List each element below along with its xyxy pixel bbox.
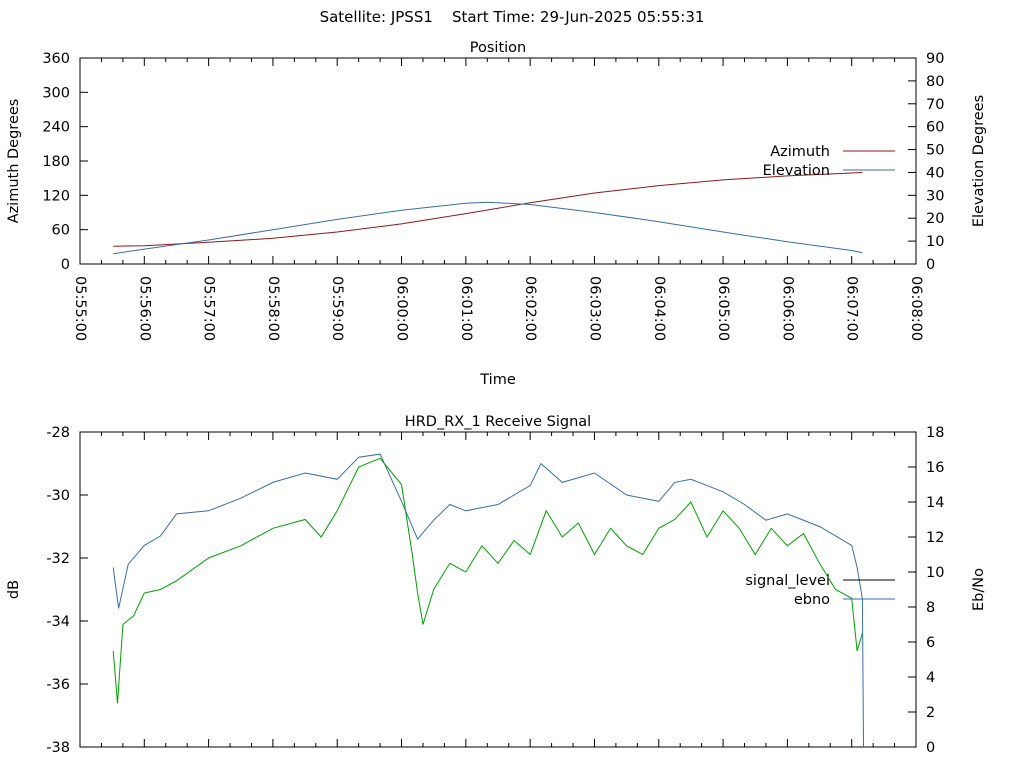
series-line-ebno [112,457,863,704]
y-tick-label: 360 [42,51,70,67]
y2-tick-label: 30 [926,188,944,204]
x-tick-label: 06:07:00 [844,276,860,341]
y2-tick-label: 40 [926,165,944,181]
y2-tick-label: 18 [926,425,944,441]
page-title: Satellite: JPSS1 Start Time: 29-Jun-2025… [319,8,705,26]
y2-tick-label: 80 [926,74,944,90]
x-tick-label: 06:02:00 [522,276,538,341]
y-tick-label: -30 [46,488,70,504]
y2-tick-label: 90 [926,51,944,67]
y-tick-label: 300 [42,85,70,101]
receive-signal-chart: HRD_RX_1 Receive Signal -38 -36 -34 -32 -30 -2… [6,414,987,756]
y2-tick-label: 12 [926,530,944,546]
y-tick-label: 60 [52,223,70,239]
y2-tick-label: 10 [926,565,944,581]
plot-frame [79,57,917,265]
y-tick-label: 240 [42,120,70,136]
y2-tick-label: 10 [926,234,944,250]
y2-axis-label: Elevation Degrees [971,95,987,227]
legend-label: Azimuth [770,144,830,160]
series-line-Azimuth [113,171,863,247]
y2-tick-label: 16 [926,460,944,476]
y-axis-label: Azimuth Degrees [6,99,22,224]
x-tick-label: 06:08:00 [908,276,924,341]
legend-label: Elevation [763,163,830,179]
legend-label: signal_level [745,573,830,589]
x-tick-label: 06:04:00 [651,276,667,341]
y-tick-label: -38 [46,740,70,756]
x-tick-label: 05:55:00 [72,276,88,341]
y-tick-label: 180 [42,154,70,170]
x-tick-label: 05:58:00 [265,276,281,341]
y2-tick-label: 8 [926,600,935,616]
y-tick-label: -32 [46,551,70,567]
x-tick-label: 05:57:00 [201,276,217,341]
y-tick-label: -34 [46,614,70,630]
y2-tick-label: 6 [926,635,935,651]
y2-tick-label: 60 [926,120,944,136]
chart-title: Position [470,40,526,56]
y2-tick-label: 4 [926,670,935,686]
y2-tick-label: 70 [926,97,944,113]
x-tick-label: 05:56:00 [136,276,152,341]
y2-axis-label: Eb/No [971,568,987,611]
plot-frame [79,431,917,748]
chart-title: HRD_RX_1 Receive Signal [405,414,591,430]
y-tick-label: 0 [61,257,70,273]
x-axis-label: Time [479,372,516,388]
x-tick-label: 06:01:00 [458,276,474,341]
y2-tick-label: 50 [926,143,944,159]
y-tick-label: 120 [42,188,70,204]
y2-tick-label: 2 [926,705,935,721]
y-tick-label: -36 [46,677,70,693]
legend-label: ebno [794,592,830,608]
y2-tick-label: 0 [926,740,935,756]
x-tick-label: 06:00:00 [394,276,410,341]
x-tick-label: 06:05:00 [715,276,731,341]
x-tick-label: 06:06:00 [779,276,795,341]
y-tick-label: -28 [46,425,70,441]
series-line-Elevation [113,201,863,255]
y2-tick-label: 20 [926,211,944,227]
y2-tick-label: 0 [926,257,935,273]
y2-tick-label: 14 [926,495,944,511]
position-chart: Position 05:55:00 05:56:00 05:57:00 05:58:00… [6,40,987,388]
y-axis-label: dB [6,580,22,599]
x-tick-label: 05:59:00 [329,276,345,341]
series-line-signal_level [112,453,864,748]
x-tick-label: 06:03:00 [586,276,602,341]
